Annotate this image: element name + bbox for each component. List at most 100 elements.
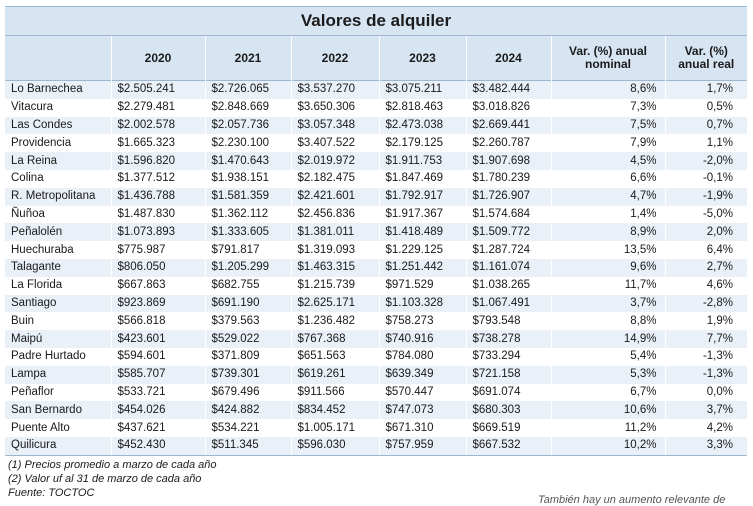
cell-2022: $1.463.315	[290, 258, 379, 277]
cell-2021: $1.470.643	[204, 152, 291, 170]
cell-2020: $667.863	[110, 276, 205, 295]
cell-2023: $740.916	[378, 330, 466, 348]
cell-2020: $454.026	[110, 401, 205, 420]
cell-comuna: Peñalolén	[5, 223, 111, 242]
cell-2020: $923.869	[110, 294, 205, 313]
cell-2021: $379.563	[204, 312, 291, 331]
cell-var-real: -2,8%	[664, 294, 747, 313]
header-2024: 2024	[465, 36, 551, 81]
cell-comuna: Talagante	[5, 258, 111, 277]
cell-2023: $1.418.489	[378, 223, 466, 242]
table-row: Las Condes $2.002.578 $2.057.736 $3.057.348…	[5, 116, 747, 135]
cell-var-nominal: 7,5%	[550, 116, 665, 135]
cell-2022: $596.030	[290, 436, 379, 456]
cell-2020: $775.987	[110, 241, 205, 259]
cell-comuna: Las Condes	[5, 116, 111, 135]
cell-var-nominal: 9,6%	[550, 258, 665, 277]
footnotes: (1) Precios promedio a marzo de cada año…	[8, 458, 217, 500]
cell-2023: $2.473.038	[378, 116, 466, 135]
cell-2020: $1.487.830	[110, 205, 205, 224]
cell-2024: $669.519	[465, 419, 551, 437]
cell-var-nominal: 13,5%	[550, 241, 665, 259]
table-row: Peñaflor $533.721 $679.496 $911.566 $570.447…	[5, 383, 747, 402]
table-row: Maipú $423.601 $529.022 $767.368 $740.916 $73…	[5, 330, 747, 348]
cell-2023: $1.103.328	[378, 294, 466, 313]
source-note: Fuente: TOCTOC	[8, 487, 95, 499]
cell-comuna: Huechuraba	[5, 241, 111, 259]
table-title-bar: Valores de alquiler	[5, 6, 747, 36]
cell-2020: $566.818	[110, 312, 205, 331]
cell-2020: $2.279.481	[110, 98, 205, 117]
cell-2022: $3.537.270	[290, 79, 379, 99]
cell-var-nominal: 6,7%	[550, 383, 665, 402]
cell-2023: $757.959	[378, 436, 466, 456]
header-var-nominal: Var. (%) anual nominal	[550, 36, 665, 81]
cell-2023: $747.073	[378, 401, 466, 420]
table-row: La Florida $667.863 $682.755 $1.215.739 $971…	[5, 276, 747, 295]
cell-var-real: 3,3%	[664, 436, 747, 456]
cell-2020: $1.436.788	[110, 187, 205, 206]
cell-2024: $691.074	[465, 383, 551, 402]
header-2020: 2020	[110, 36, 205, 81]
cell-var-real: 1,7%	[664, 79, 747, 99]
cell-2023: $570.447	[378, 383, 466, 402]
cell-2020: $1.665.323	[110, 134, 205, 153]
cell-2021: $534.221	[204, 419, 291, 437]
cell-2024: $1.067.491	[465, 294, 551, 313]
cell-2024: $733.294	[465, 347, 551, 366]
cell-2020: $2.505.241	[110, 79, 205, 99]
cell-var-nominal: 7,3%	[550, 98, 665, 117]
cell-2021: $2.230.100	[204, 134, 291, 153]
cell-2021: $679.496	[204, 383, 291, 402]
table-row: Lampa $585.707 $739.301 $619.261 $639.349 $72…	[5, 365, 747, 384]
cell-2021: $2.726.065	[204, 79, 291, 99]
table-row: Ñuñoa $1.487.830 $1.362.112 $2.456.836 $1.91…	[5, 205, 747, 224]
cell-var-nominal: 11,2%	[550, 419, 665, 437]
cell-2024: $2.260.787	[465, 134, 551, 153]
cell-var-real: 2,7%	[664, 258, 747, 277]
cell-var-real: 6,4%	[664, 241, 747, 259]
cell-var-real: -1,3%	[664, 365, 747, 384]
rental-values-table: 2020 2021 2022 2023 2024 Var. (%) anual …	[5, 36, 747, 456]
cell-2022: $1.215.739	[290, 276, 379, 295]
cell-2021: $1.362.112	[204, 205, 291, 224]
cell-2022: $911.566	[290, 383, 379, 402]
cell-2020: $1.073.893	[110, 223, 205, 242]
header-2021: 2021	[204, 36, 291, 81]
cell-var-nominal: 8,8%	[550, 312, 665, 331]
table-row: Quilicura $452.430 $511.345 $596.030 $757.95…	[5, 436, 747, 456]
cell-comuna: San Bernardo	[5, 401, 111, 420]
cell-2021: $739.301	[204, 365, 291, 384]
table-row: R. Metropolitana $1.436.788 $1.581.359 $2.4…	[5, 187, 747, 206]
cell-var-nominal: 3,7%	[550, 294, 665, 313]
cell-2024: $793.548	[465, 312, 551, 331]
cell-comuna: R. Metropolitana	[5, 187, 111, 206]
table-row: Providencia $1.665.323 $2.230.100 $3.407.52…	[5, 134, 747, 153]
table-row: San Bernardo $454.026 $424.882 $834.452 $747…	[5, 401, 747, 420]
cell-var-nominal: 6,6%	[550, 169, 665, 188]
cell-var-real: 0,7%	[664, 116, 747, 135]
cell-2020: $437.621	[110, 419, 205, 437]
cell-2023: $639.349	[378, 365, 466, 384]
cell-2022: $2.019.972	[290, 152, 379, 170]
cell-2020: $452.430	[110, 436, 205, 456]
cell-2023: $971.529	[378, 276, 466, 295]
cell-comuna: Vitacura	[5, 98, 111, 117]
cell-var-real: -0,1%	[664, 169, 747, 188]
cell-2024: $1.574.684	[465, 205, 551, 224]
cell-2024: $3.482.444	[465, 79, 551, 99]
table-row: Vitacura $2.279.481 $2.848.669 $3.650.306 $2…	[5, 98, 747, 117]
cell-2022: $3.407.522	[290, 134, 379, 153]
header-comuna	[5, 36, 111, 81]
cell-var-nominal: 14,9%	[550, 330, 665, 348]
cell-2023: $1.917.367	[378, 205, 466, 224]
cell-2024: $1.780.239	[465, 169, 551, 188]
cell-2020: $1.596.820	[110, 152, 205, 170]
cell-var-real: -2,0%	[664, 152, 747, 170]
cell-2020: $423.601	[110, 330, 205, 348]
cell-2024: $1.038.265	[465, 276, 551, 295]
cell-2023: $758.273	[378, 312, 466, 331]
cell-2023: $1.911.753	[378, 152, 466, 170]
cell-var-real: 0,5%	[664, 98, 747, 117]
cell-2022: $3.650.306	[290, 98, 379, 117]
